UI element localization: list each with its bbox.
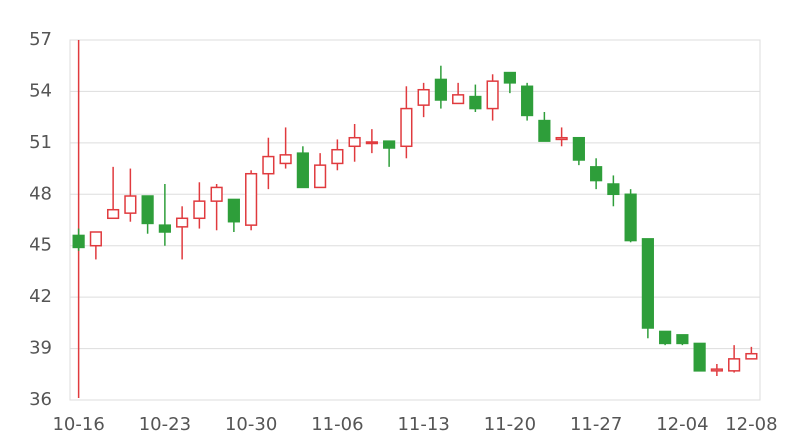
x-tick-label: 12-08 xyxy=(725,414,777,435)
candle-body xyxy=(107,208,120,220)
x-tick-label: 10-23 xyxy=(139,414,191,435)
candle-body xyxy=(365,141,378,145)
candle-body xyxy=(503,71,516,84)
candle-body xyxy=(314,164,327,189)
candle-body xyxy=(72,234,85,249)
candle-body xyxy=(676,334,689,345)
x-tick-label: 11-13 xyxy=(397,414,449,435)
candle-body xyxy=(693,342,706,372)
candle-body xyxy=(607,183,620,196)
candle-body xyxy=(210,186,223,202)
candle-body xyxy=(383,140,396,149)
plot-frame xyxy=(69,39,761,401)
candle-body xyxy=(141,195,154,225)
x-tick-label: 11-27 xyxy=(570,414,622,435)
candle-body xyxy=(158,224,171,233)
candle-body xyxy=(124,195,137,214)
candle-body xyxy=(227,198,240,223)
candle-body xyxy=(89,231,102,247)
candle-body xyxy=(469,95,482,110)
candle-body xyxy=(641,238,654,329)
x-tick-label: 11-06 xyxy=(311,414,363,435)
y-tick-label: 57 xyxy=(29,29,52,50)
y-tick-label: 36 xyxy=(29,389,52,410)
candle-body xyxy=(572,136,585,161)
x-tick-label: 10-30 xyxy=(225,414,277,435)
candle-body xyxy=(486,80,499,110)
candle-body xyxy=(452,94,465,105)
y-tick-label: 48 xyxy=(29,183,52,204)
candle-body xyxy=(176,217,189,228)
y-tick-label: 42 xyxy=(29,286,52,307)
candle-body xyxy=(659,330,672,345)
candle-body xyxy=(262,155,275,175)
candle-body xyxy=(538,119,551,142)
candle-body xyxy=(728,358,741,372)
candle-body xyxy=(710,368,723,372)
x-tick-label: 11-20 xyxy=(484,414,536,435)
candle-body xyxy=(434,78,447,101)
x-tick-label: 12-04 xyxy=(656,414,708,435)
y-tick-label: 45 xyxy=(29,235,52,256)
candle-body xyxy=(279,154,292,165)
candle-body xyxy=(624,193,637,242)
y-tick-label: 39 xyxy=(29,338,52,359)
candle-body xyxy=(745,352,758,360)
candle-body xyxy=(555,136,568,141)
candle-body xyxy=(296,152,309,189)
y-tick-label: 54 xyxy=(29,80,52,101)
candle-body xyxy=(331,148,344,165)
candle-body xyxy=(590,166,603,182)
candle-body xyxy=(417,88,430,106)
y-tick-label: 51 xyxy=(29,132,52,153)
candle-body xyxy=(400,107,413,148)
candle-body xyxy=(348,136,361,148)
candle-body xyxy=(245,172,258,226)
candle-body xyxy=(521,85,534,117)
candle-body xyxy=(193,200,206,220)
x-tick-label: 10-16 xyxy=(52,414,104,435)
